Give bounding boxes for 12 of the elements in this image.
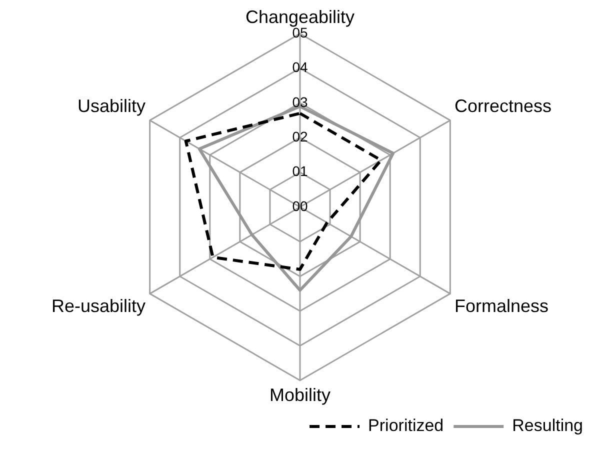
y-tick-label: 03	[292, 94, 308, 110]
spoke-label: Usability	[77, 96, 146, 116]
y-tick-label: 02	[292, 128, 308, 144]
y-tick-label: 00	[292, 198, 308, 214]
y-tick-label: 01	[292, 163, 308, 180]
spoke-label: Re-usability	[51, 296, 146, 316]
spoke-label: Correctness	[454, 96, 552, 116]
spoke-label: Mobility	[269, 385, 331, 406]
spoke-label: Formalness	[454, 296, 549, 316]
y-tick-label: 04	[292, 59, 308, 76]
legend-label: Resulting	[512, 416, 584, 436]
legend-label: Prioritized	[368, 416, 444, 436]
